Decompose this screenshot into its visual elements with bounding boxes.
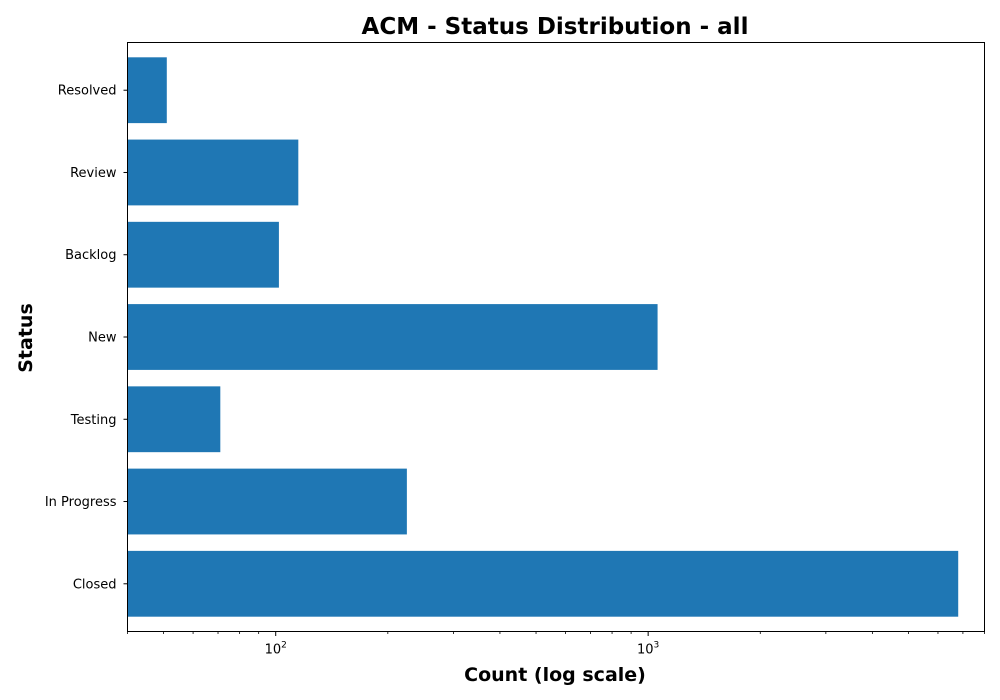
y-tick-label-backlog: Backlog — [65, 248, 116, 263]
plot-frame — [127, 42, 985, 632]
y-axis-label: Status — [15, 303, 37, 373]
y-tick-label-in-progress: In Progress — [45, 495, 117, 510]
x-tick-label-2: 102 — [265, 641, 287, 658]
x-tick-label-3: 103 — [637, 641, 659, 658]
y-tick-label-new: New — [88, 331, 117, 346]
y-tick-label-testing: Testing — [70, 413, 117, 428]
bar-new — [127, 304, 658, 370]
x-axis-label: Count (log scale) — [464, 664, 646, 686]
bars-group — [127, 57, 959, 617]
y-tick-label-review: Review — [70, 166, 117, 181]
bar-review — [127, 139, 299, 206]
bar-resolved — [127, 57, 167, 124]
bar-in-progress — [127, 468, 407, 535]
y-tick-label-resolved: Resolved — [58, 84, 117, 99]
bar-backlog — [127, 221, 279, 288]
y-tick-label-closed: Closed — [73, 577, 117, 592]
x-axis-ticks: 102 103 — [127, 631, 985, 658]
y-axis-ticks: Resolved Review Backlog New Testing In Progre… — [45, 84, 128, 592]
chart-title: ACM - Status Distribution - all — [362, 14, 749, 40]
bar-testing — [127, 386, 221, 453]
bar-closed — [127, 550, 959, 617]
